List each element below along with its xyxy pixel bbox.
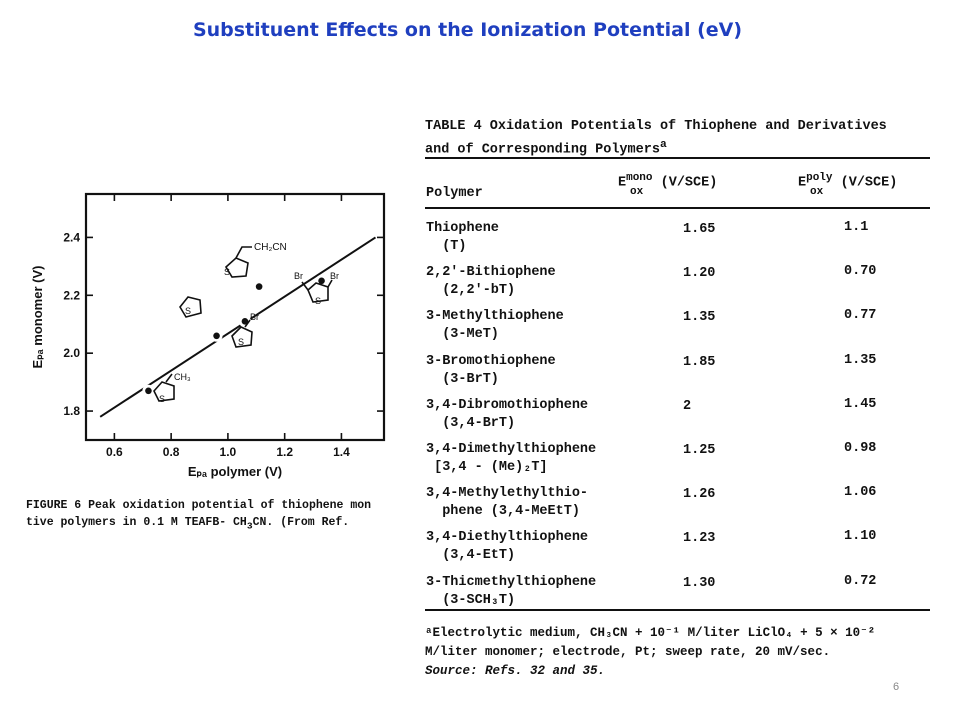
svg-text:Br: Br <box>294 271 303 281</box>
poly-potential: 0.70 <box>844 264 877 280</box>
svg-text:S: S <box>185 306 191 316</box>
svg-text:S: S <box>238 337 244 347</box>
y-tick-label: 2.2 <box>63 288 80 302</box>
table-row: 3-Thicmethylthiophene (3-SCH₃T) 1.30 0.72 <box>426 574 936 618</box>
thiophene-ch3-structure: S CH₃ <box>153 372 191 404</box>
svg-text:S: S <box>159 394 165 404</box>
svg-text:CH₂CN: CH₂CN <box>254 242 287 253</box>
poly-potential: 1.35 <box>844 352 877 368</box>
scatter-chart: 0.6 0.8 1.0 1.2 1.4 1.8 2.0 2.2 2.4 Eₚₐ polymer (… <box>30 192 386 479</box>
poly-potential: 0.77 <box>844 308 877 324</box>
y-tick-label: 1.8 <box>63 404 80 418</box>
svg-text:Br: Br <box>250 312 259 322</box>
data-point <box>213 332 220 340</box>
polymer-name: 3,4-Diethylthiophene (3,4-EtT) <box>426 530 589 564</box>
poly-potential: 1.10 <box>844 529 877 545</box>
table-top-rule <box>425 157 930 159</box>
table-title: TABLE 4 Oxidation Potentials of Thiophen… <box>425 119 887 158</box>
plot-frame <box>84 192 386 442</box>
polymer-name: 2,2'-Bithiophene (2,2'-bT) <box>426 265 556 299</box>
polymer-name: Thiophene (T) <box>426 221 499 254</box>
svg-text:Br: Br <box>330 271 339 281</box>
polymer-name: 3-Methylthiophene (3-MeT) <box>426 309 564 343</box>
poly-potential: 1.45 <box>844 396 877 412</box>
fit-line <box>99 236 377 418</box>
mono-potential: 1.20 <box>683 266 716 282</box>
x-tick-label: 0.6 <box>106 445 123 459</box>
table-row: 3,4-Methylethylthio- phene (3,4-MeEtT) 1.… <box>426 485 936 529</box>
data-point <box>241 318 249 325</box>
table-row: 3,4-Diethylthiophene (3,4-EtT) 1.23 1.10 <box>426 529 936 573</box>
table-row: 2,2'-Bithiophene (2,2'-bT) 1.20 0.70 <box>426 264 936 308</box>
mono-potential: 1.85 <box>683 354 716 370</box>
poly-potential: 0.72 <box>844 573 877 589</box>
mono-potential: 1.65 <box>683 222 716 237</box>
polymer-name: 3,4-Methylethylthio- phene (3,4-MeEtT) <box>426 486 589 520</box>
mono-potential: 2 <box>683 398 692 414</box>
thiophene-ch2cn-structure: S CH₂CN <box>224 242 287 278</box>
x-tick-label: 1.0 <box>220 445 237 459</box>
data-point <box>255 283 263 290</box>
page-number: 6 <box>893 681 900 693</box>
table-footnote: ᵃElectrolytic medium, CH₃CN + 10⁻¹ M/lit… <box>425 626 876 678</box>
x-tick-label: 1.4 <box>333 445 350 459</box>
header-poly: Epoly (V/SCE) ox <box>798 172 898 198</box>
table-header-rule <box>425 207 930 209</box>
table-row: Thiophene (T) 1.65 1.1 <box>426 220 936 264</box>
poly-potential: 1.1 <box>844 220 869 235</box>
svg-text:CH₃: CH₃ <box>174 372 191 382</box>
figure-caption: FIGURE 6 Peak oxidation potential of thi… <box>26 497 396 534</box>
slide-title: Substituent Effects on the Ionization Po… <box>192 19 743 41</box>
thiophene-dibromo-structure: S Br Br <box>294 271 339 306</box>
polymer-name: 3-Bromothiophene (3-BrT) <box>426 353 556 387</box>
svg-text:S: S <box>224 267 230 277</box>
mono-potential: 1.26 <box>683 487 716 503</box>
mono-potential: 1.25 <box>683 443 716 458</box>
header-mono: Emono (V/SCE) ox <box>618 172 718 198</box>
polymer-name: 3-Thicmethylthiophene (3-SCH₃T) <box>426 574 597 608</box>
figure-caption-line1: FIGURE 6 Peak oxidation potential of thi… <box>26 499 372 512</box>
data-point <box>318 277 325 285</box>
oxidation-table: TABLE 4 Oxidation Potentials of Thiophen… <box>420 112 940 687</box>
header-polymer: Polymer <box>426 186 483 201</box>
thiophene-br-structure: S Br <box>231 312 259 348</box>
poly-potential: 0.98 <box>844 441 877 456</box>
table-bottom-rule <box>425 609 930 611</box>
svg-text:S: S <box>315 296 321 306</box>
polymer-name: 3,4-Dibromothiophene (3,4-BrT) <box>426 397 589 431</box>
table-row: 3-Methylthiophene (3-MeT) 1.35 0.77 <box>426 308 936 352</box>
table-row: 3,4-Dimethylthiophene [3,4 - (Me)₂T] 1.25… <box>426 441 936 485</box>
table-row: 3,4-Dibromothiophene (3,4-BrT) 2 1.45 <box>426 397 936 441</box>
mono-potential: 1.23 <box>683 531 716 547</box>
mono-potential: 1.35 <box>683 310 716 326</box>
x-tick-label: 1.2 <box>276 445 293 459</box>
data-point <box>145 387 152 395</box>
y-tick-label: 2.0 <box>63 346 80 360</box>
polymer-name: 3,4-Dimethylthiophene [3,4 - (Me)₂T] <box>426 442 597 475</box>
y-axis-label: Eₚₐ monomer (V) <box>30 266 45 369</box>
figure-caption-line2: tive polymers in 0.1 M TEAFB- CH3CN. (Fr… <box>26 516 350 532</box>
poly-potential: 1.06 <box>844 485 877 501</box>
mono-potential: 1.30 <box>683 575 716 591</box>
x-axis-label: Eₚₐ polymer (V) <box>188 464 282 479</box>
x-tick-label: 0.8 <box>163 445 180 459</box>
y-tick-label: 2.4 <box>63 230 80 244</box>
thiophene-structure: S <box>179 296 202 318</box>
table-row: 3-Bromothiophene (3-BrT) 1.85 1.35 <box>426 353 936 397</box>
